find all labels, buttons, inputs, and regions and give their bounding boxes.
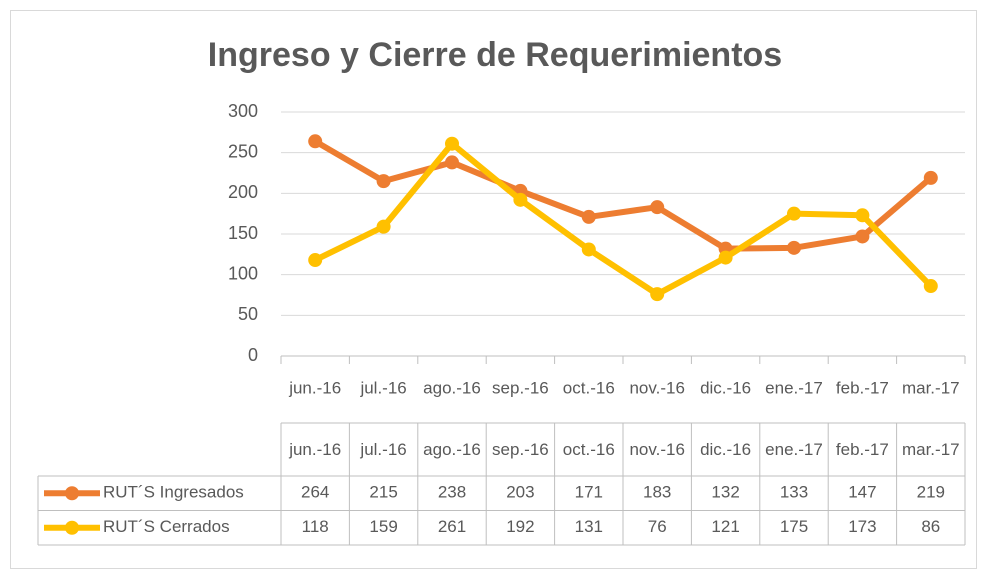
table-header-cell: feb.-17: [835, 440, 889, 459]
table-header-cell: dic.-16: [700, 440, 752, 459]
table-value: 76: [648, 517, 667, 536]
x-tick-label: sep.-16: [492, 378, 549, 397]
table-value: 131: [575, 517, 603, 536]
data-point: [923, 170, 938, 185]
table-header-cell: ene.-17: [765, 440, 823, 459]
data-point: [308, 134, 323, 149]
series-line: [313, 138, 933, 252]
table-value: 238: [438, 483, 466, 502]
table-value: 159: [369, 517, 397, 536]
table-value: 86: [921, 517, 940, 536]
table-header-cell: mar.-17: [901, 440, 960, 459]
x-tick-label: ago.-16: [423, 378, 481, 397]
x-tick-label: ene.-17: [765, 378, 823, 397]
data-point: [308, 253, 323, 268]
x-tick-label: jun.-16: [288, 378, 341, 397]
table-value: 264: [301, 483, 329, 502]
data-point: [581, 242, 596, 257]
data-point: [581, 209, 596, 224]
table-header-cell: sep.-16: [492, 440, 549, 459]
table-header-text: jul.-16: [360, 440, 407, 459]
table-header-text: feb.-17: [835, 440, 889, 459]
table-value: 261: [438, 517, 466, 536]
table-value: 132: [711, 483, 739, 502]
table-value: 171: [575, 483, 603, 502]
table-value: 118: [302, 517, 329, 536]
data-point: [513, 192, 528, 207]
y-tick-label: 0: [248, 345, 258, 365]
y-tick-label: 200: [228, 182, 258, 202]
table-value: 215: [369, 483, 397, 502]
table-value: 173: [848, 517, 876, 536]
x-tick-label: oct.-16: [563, 378, 615, 397]
table-header-cell: oct.-16: [562, 440, 615, 459]
y-tick-label: 100: [228, 263, 258, 283]
table-header-text: ene.-17: [765, 440, 823, 459]
table-value: 121: [711, 517, 739, 536]
table-header-cell: jul.-16: [360, 440, 407, 459]
legend-label: RUT´S Cerrados: [103, 517, 230, 536]
table-header-text: ago.-16: [423, 440, 481, 459]
table-value: 203: [506, 483, 534, 502]
y-tick-label: 300: [228, 101, 258, 121]
data-point: [855, 229, 870, 244]
x-tick-label: nov.-16: [629, 378, 684, 397]
y-tick-label: 50: [238, 304, 258, 324]
table-header-text: sep.-16: [492, 440, 549, 459]
legend-key-marker: [65, 486, 79, 501]
data-point: [787, 206, 801, 221]
table-header-cell: nov.-16: [629, 440, 685, 459]
table-header-text: mar.-17: [901, 440, 960, 459]
data-point: [445, 155, 459, 170]
x-tick-label: jul.-16: [359, 378, 406, 397]
x-tick-label: mar.-17: [902, 378, 960, 397]
data-point: [376, 174, 391, 189]
table-header-text: nov.-16: [629, 440, 685, 459]
data-point: [787, 240, 801, 255]
data-point: [650, 200, 665, 215]
y-tick-label: 150: [228, 223, 258, 243]
legend-key-marker: [65, 520, 79, 535]
chart-title: Ingreso y Cierre de Requerimientos: [208, 36, 782, 74]
table-value: 133: [780, 483, 808, 502]
table-value: 219: [917, 483, 945, 502]
table-header-text: jun.-16: [289, 440, 342, 459]
data-point: [650, 287, 665, 302]
x-tick-label: feb.-17: [836, 378, 889, 397]
table-header-cell: ago.-16: [423, 440, 481, 459]
table-value: 147: [848, 483, 876, 502]
y-tick-label: 250: [228, 141, 258, 161]
table-header-text: oct.-16: [562, 440, 615, 459]
table-value: 192: [506, 517, 534, 536]
data-point: [718, 250, 733, 265]
series-line: [313, 140, 933, 298]
table-header-cell: jun.-16: [289, 440, 342, 459]
data-point: [855, 208, 870, 223]
x-tick-label: dic.-16: [700, 378, 751, 397]
legend-label: RUT´S Ingresados: [103, 483, 244, 502]
data-point: [376, 219, 391, 234]
table-header-text: dic.-16: [700, 440, 752, 459]
table-value: 175: [780, 517, 808, 536]
table-value: 183: [643, 483, 671, 502]
data-point: [445, 136, 459, 151]
data-point: [923, 279, 938, 294]
